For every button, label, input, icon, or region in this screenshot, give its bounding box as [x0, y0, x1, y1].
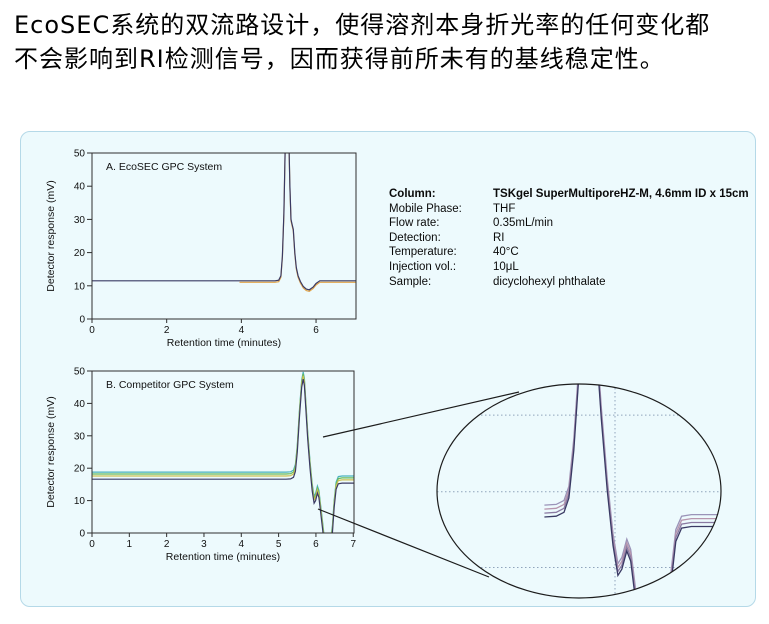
shadow-trace: [239, 153, 356, 292]
y-tick-label: 0: [79, 529, 85, 540]
method-parameters: Column: TSKgel SuperMultiporeHZ-M, 4.6mm …: [389, 187, 749, 289]
callout-line: [317, 508, 490, 578]
run-pink: [544, 384, 721, 598]
param-row: Column: TSKgel SuperMultiporeHZ-M, 4.6mm …: [389, 187, 749, 202]
chart-b-frame: [91, 370, 355, 534]
x-tick-label: 4: [239, 325, 245, 336]
x-tick-label: 2: [164, 325, 170, 336]
run-navy: [92, 378, 354, 533]
y-tick-label: 30: [74, 215, 86, 226]
run-purple: [544, 384, 721, 598]
param-label: Detection:: [389, 231, 441, 244]
chart-b-title: B. Competitor GPC System: [106, 379, 234, 391]
param-value: dicyclohexyl phthalate: [493, 275, 606, 288]
param-row: Mobile Phase: THF: [389, 202, 749, 217]
x-tick-label: 4: [239, 539, 245, 550]
x-tick-label: 2: [164, 539, 170, 550]
intro-text: EcoSEC系统的双流路设计，使得溶剂本身折光率的任何变化都 不会影响到RI检测…: [14, 8, 762, 76]
chart-a-xlabel: Retention time (minutes): [167, 337, 281, 349]
figure-panel: 0 2 4 6 0 10 20 30 40 50 A. EcoSEC GPC System Reten…: [20, 131, 756, 607]
y-tick-label: 0: [79, 315, 85, 326]
intro-line-1: EcoSEC系统的双流路设计，使得溶剂本身折光率的任何变化都: [14, 11, 711, 39]
run-yellow: [92, 375, 354, 533]
param-value: THF: [493, 202, 516, 215]
x-tick-label: 5: [276, 539, 282, 550]
y-tick-label: 40: [74, 182, 86, 193]
param-label: Column:: [389, 188, 436, 200]
callout-line: [322, 391, 520, 438]
param-row: Detection: RI: [389, 231, 749, 246]
chart-b: 0 1 2 3 4 5 6 7 0 10 20 30 40 50 B. Competitor GPC Sys…: [45, 367, 356, 564]
run-mauve: [544, 384, 721, 598]
ecosec-ri-trace: [92, 153, 356, 291]
y-tick-label: 10: [74, 281, 86, 292]
param-label: Sample:: [389, 275, 432, 288]
x-tick-label: 0: [89, 539, 95, 550]
x-tick-label: 0: [89, 325, 95, 336]
x-tick-label: 3: [201, 539, 207, 550]
callout-lines: [317, 391, 520, 578]
magnified-inset: [437, 384, 721, 598]
param-label: Mobile Phase:: [389, 202, 462, 215]
param-value: 0.35mL/min: [493, 217, 554, 230]
run-green: [92, 373, 354, 533]
x-tick-label: 1: [127, 539, 133, 550]
chart-b-ylabel: Detector response (mV): [45, 396, 57, 507]
x-tick-label: 6: [313, 325, 319, 336]
param-label: Flow rate:: [389, 217, 440, 230]
param-row: Temperature: 40°C: [389, 245, 749, 260]
x-tick-label: 6: [313, 539, 319, 550]
run-teal: [92, 371, 354, 533]
param-label: Injection vol.:: [389, 260, 457, 273]
y-tick-label: 50: [74, 149, 86, 160]
run-navy: [544, 384, 721, 598]
param-label: Temperature:: [389, 246, 457, 259]
chart-a: 0 2 4 6 0 10 20 30 40 50 A. EcoSEC GPC System Reten…: [45, 149, 357, 349]
intro-line-2: 不会影响到RI检测信号，因而获得前所未有的基线稳定性。: [14, 45, 665, 73]
y-tick-label: 30: [74, 431, 86, 442]
param-row: Injection vol.: 10μL: [389, 260, 749, 275]
param-row: Flow rate: 0.35mL/min: [389, 216, 749, 231]
chart-a-title: A. EcoSEC GPC System: [106, 161, 222, 173]
y-tick-label: 40: [74, 399, 86, 410]
magnifier-ellipse: [436, 383, 722, 599]
y-tick-label: 20: [74, 248, 86, 259]
param-row: Sample: dicyclohexyl phthalate: [389, 275, 749, 290]
y-tick-label: 10: [74, 496, 86, 507]
chart-b-xlabel: Retention time (minutes): [166, 551, 280, 563]
y-tick-label: 50: [74, 367, 86, 378]
y-tick-label: 20: [74, 464, 86, 475]
param-value: RI: [493, 231, 505, 244]
chart-a-ylabel: Detector response (mV): [45, 180, 57, 291]
param-value: 10μL: [493, 260, 519, 273]
param-value: TSKgel SuperMultiporeHZ-M, 4.6mm ID x 15…: [493, 188, 749, 200]
x-tick-label: 7: [350, 539, 356, 550]
chart-a-frame: [91, 152, 357, 320]
param-value: 40°C: [493, 246, 519, 259]
